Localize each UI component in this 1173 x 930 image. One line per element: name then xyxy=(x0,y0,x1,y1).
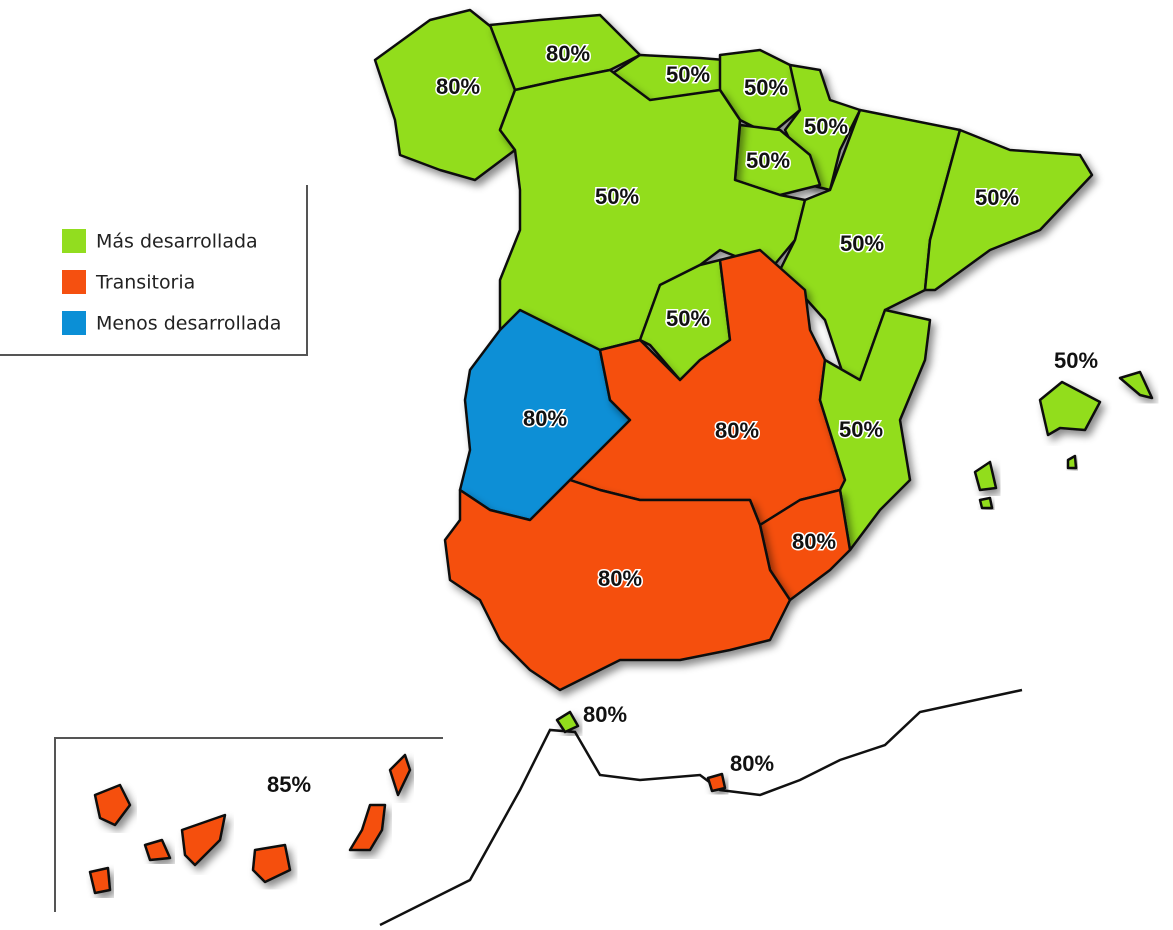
legend: Más desarrollada Transitoria Menos desarro… xyxy=(62,229,281,335)
region-label: 80% xyxy=(792,529,836,554)
region-label: 50% xyxy=(804,114,848,139)
region-shape xyxy=(498,68,807,352)
region-label: 50% xyxy=(666,62,710,87)
legend-frame xyxy=(0,185,308,356)
canarias-frame xyxy=(54,737,443,912)
region-shape xyxy=(1066,454,1078,470)
region-shape xyxy=(818,308,932,552)
region-label: 50% xyxy=(595,184,639,209)
region-shape xyxy=(143,838,172,862)
region-shape xyxy=(973,460,998,492)
region-shape xyxy=(388,753,412,797)
region-label: 85% xyxy=(267,772,311,797)
region-label: 80% xyxy=(523,406,567,431)
region-label: 80% xyxy=(598,566,642,591)
region-shape xyxy=(1038,380,1102,437)
region-shape xyxy=(706,772,727,793)
region-shape xyxy=(923,128,1094,292)
region-shape xyxy=(88,866,112,895)
region-label: 80% xyxy=(546,41,590,66)
region-label: 50% xyxy=(746,148,790,173)
region-label: 80% xyxy=(715,418,759,443)
region-label: 50% xyxy=(840,231,884,256)
legend-label: Transitoria xyxy=(95,272,195,294)
region-shape xyxy=(443,478,792,692)
legend-swatch xyxy=(62,311,86,335)
region-shape xyxy=(93,783,132,827)
region-labels: 80% 80% 50% 50% 50% 50% 50% 50% 50% 50% 80% 80% 50% 8… xyxy=(265,39,1099,798)
region-shape xyxy=(978,496,994,510)
region-shape xyxy=(251,843,292,884)
region-label: 80% xyxy=(436,74,480,99)
region-label: 50% xyxy=(975,185,1019,210)
legend-label: Más desarrollada xyxy=(96,231,258,253)
africa-coast xyxy=(379,688,1023,927)
region-shape xyxy=(1118,370,1154,400)
region-label: 50% xyxy=(839,417,883,442)
legend-swatch xyxy=(62,270,86,294)
region-label: 80% xyxy=(583,702,627,727)
region-label: 50% xyxy=(744,75,788,100)
region-label: 80% xyxy=(730,751,774,776)
legend-label: Menos desarrollada xyxy=(96,313,281,335)
region-shape xyxy=(348,803,387,852)
region-shape xyxy=(180,813,227,867)
region-label: 50% xyxy=(666,306,710,331)
regions xyxy=(88,8,1154,895)
region-label: 50% xyxy=(1054,348,1098,373)
region-shape xyxy=(555,710,580,734)
legend-swatch xyxy=(62,229,86,253)
